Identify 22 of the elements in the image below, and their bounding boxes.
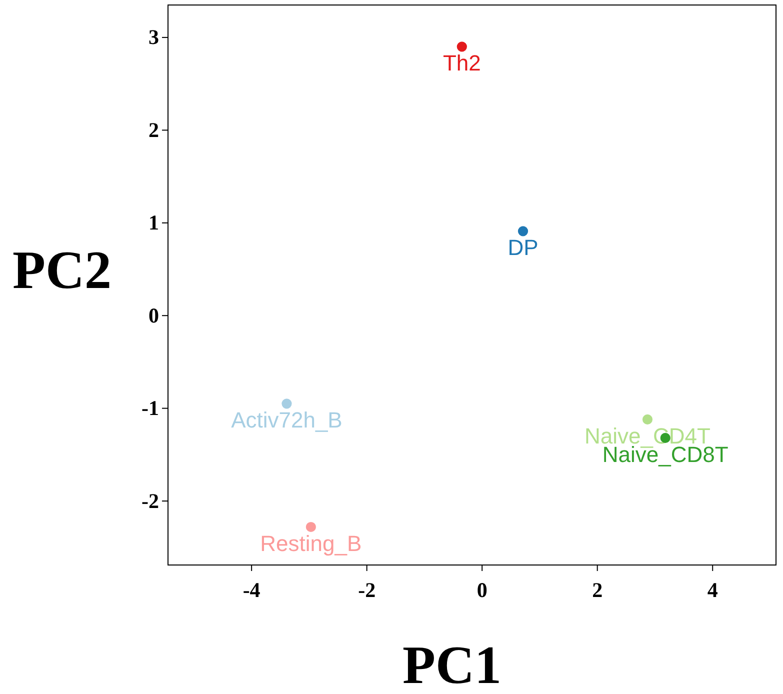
y-tick-label: -1: [142, 396, 159, 420]
series-label: DP: [508, 235, 538, 260]
x-tick-label: 4: [707, 578, 718, 602]
x-tick-label: -4: [242, 578, 261, 602]
y-tick-label: -2: [142, 488, 159, 513]
point: [456, 42, 467, 52]
x-tick-label: 0: [476, 578, 488, 602]
x-tick-label: -2: [358, 578, 376, 602]
y-tick-label: 3: [148, 25, 159, 50]
y-tick-label: 2: [148, 118, 159, 142]
x-axis-title: PC1: [402, 635, 502, 694]
point: [282, 398, 292, 409]
point: [306, 522, 316, 532]
x-tick-label: 2: [592, 578, 603, 602]
y-tick-label: 0: [148, 303, 159, 328]
point: [642, 414, 653, 424]
y-tick-label: 1: [148, 210, 159, 235]
series-label: Resting_B: [260, 530, 362, 556]
series-label: Activ72h_B: [231, 408, 342, 433]
point: [518, 226, 528, 236]
series-label: Th2: [442, 50, 481, 76]
y-axis-title: PC2: [12, 240, 112, 300]
